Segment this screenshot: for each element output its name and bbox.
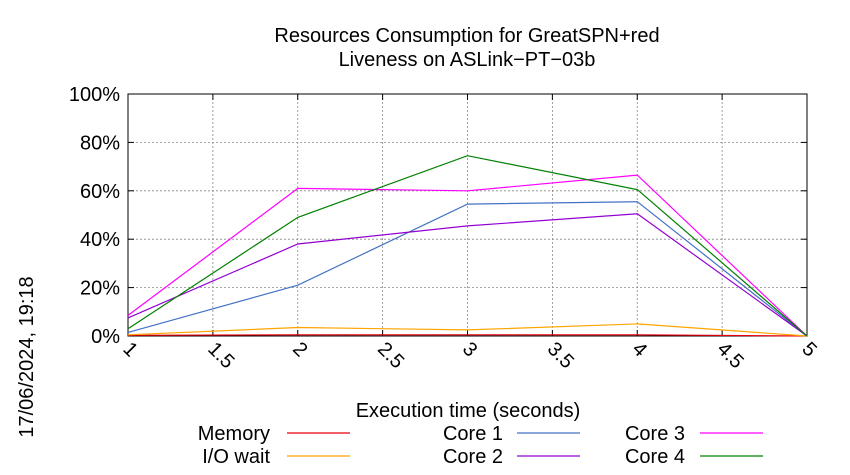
series-line-core-2: [127, 213, 808, 337]
chart-title-line-2: Liveness on ASLink−PT−03b: [339, 49, 596, 71]
y-tick-label: 80%: [80, 132, 120, 154]
y-tick-label: 20%: [80, 278, 120, 300]
y-tick-label: 40%: [80, 229, 120, 251]
grid: [128, 94, 807, 336]
x-tick-label: 3.5: [543, 338, 578, 373]
legend-label-core-1: Core 1: [443, 423, 503, 445]
plot-border: [127, 93, 808, 337]
legend-label-core-2: Core 2: [443, 446, 503, 468]
y-tick-label: 100%: [69, 84, 120, 106]
x-tick-label: 1.5: [203, 338, 238, 373]
x-tick-label: 1: [118, 338, 141, 361]
series-line-core-4: [127, 155, 808, 337]
x-tick-label: 2.5: [373, 338, 408, 373]
series-lines: [127, 155, 808, 337]
series-line-memory: [127, 334, 808, 337]
legend-label-core-3: Core 3: [625, 423, 685, 445]
legend-label-core-4: Core 4: [625, 446, 685, 468]
legend-label-i-o-wait: I/O wait: [202, 446, 270, 468]
y-axis: 0% 20% 40% 60% 80% 100%: [69, 84, 807, 348]
x-axis: 1 1.5 2 2.5 3 3.5 4 4.5 5: [118, 94, 821, 373]
series-line-i-o-wait: [127, 323, 808, 337]
y-tick-label: 60%: [80, 181, 120, 203]
x-axis-label: Execution time (seconds): [356, 400, 581, 422]
y-tick-label: 0%: [91, 326, 120, 348]
chart-title-line-1: Resources Consumption for GreatSPN+red: [274, 25, 659, 47]
legend-label-memory: Memory: [198, 423, 270, 445]
x-tick-label: 4.5: [713, 338, 748, 373]
x-tick-label: 4: [628, 338, 651, 361]
x-tick-label: 2: [288, 338, 311, 361]
timestamp-label: 17/06/2024, 19:18: [16, 276, 38, 437]
series-line-core-3: [127, 174, 808, 337]
series-line-core-1: [127, 201, 808, 337]
x-tick-label: 3: [458, 338, 481, 361]
x-tick-label: 5: [797, 338, 820, 361]
